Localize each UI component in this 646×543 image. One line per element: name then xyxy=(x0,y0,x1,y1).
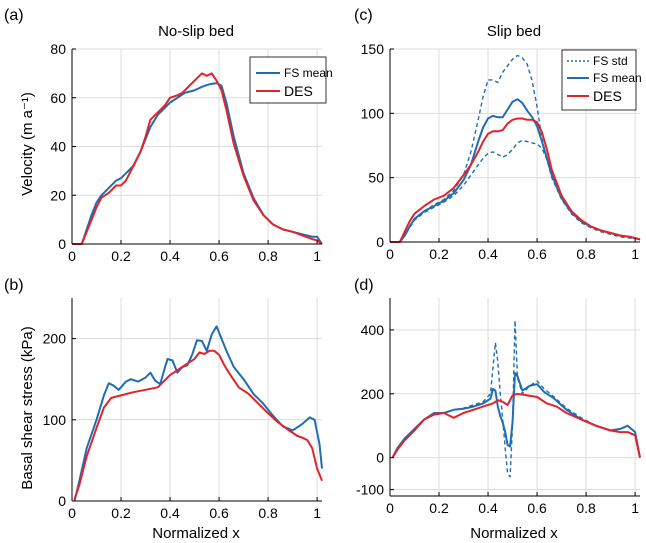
series-d-0-fs-std xyxy=(393,320,641,476)
xtick-label-d-4: 0.8 xyxy=(576,500,596,516)
xtick-label-a-2: 0.4 xyxy=(160,248,180,264)
panel-a-ylabel: Velocity (m a⁻¹) xyxy=(19,92,36,196)
series-b-1-des xyxy=(75,351,323,500)
legend-c: FS std FS mean DES xyxy=(562,50,642,110)
ytick-label-a-4: 80 xyxy=(50,41,66,57)
panel-a-title: No-slip bed xyxy=(158,23,234,40)
series-c-1-std-bound xyxy=(390,140,640,242)
legend-a: FS mean DES xyxy=(250,57,333,103)
xtick-label-c-2: 0.4 xyxy=(478,246,498,262)
panel-letter-a: (a) xyxy=(4,7,24,24)
xtick-label-a-4: 0.8 xyxy=(258,248,278,264)
ytick-label-b-2: 200 xyxy=(43,331,67,347)
legend-a-fs-label: FS mean xyxy=(284,66,333,80)
legend-c-std-label: FS std xyxy=(593,54,628,68)
xtick-label-a-1: 0.2 xyxy=(111,248,131,264)
panel-d-slip-stress: (d) Normalized x 0 0.2 0.4 0.6 0.8 1-10002004… xyxy=(354,277,640,542)
xtick-label-a-5: 1 xyxy=(313,248,321,264)
xtick-label-d-2: 0.4 xyxy=(478,500,498,516)
xtick-label-a-3: 0.6 xyxy=(209,248,229,264)
xtick-label-b-2: 0.4 xyxy=(160,505,180,521)
xtick-label-d-5: 1 xyxy=(631,500,639,516)
series-c-3-des xyxy=(390,119,640,243)
xtick-label-b-1: 0.2 xyxy=(111,505,131,521)
ytick-label-b-0: 0 xyxy=(58,493,66,509)
legend-a-des-label: DES xyxy=(284,83,313,99)
xtick-label-d-3: 0.6 xyxy=(527,500,547,516)
ytick-label-c-0: 0 xyxy=(376,234,384,250)
ytick-label-d-0: -100 xyxy=(356,482,384,498)
series-d-2-des xyxy=(393,394,641,458)
series-a-0-fs-mean xyxy=(72,83,322,244)
panel-d-xlabel: Normalized x xyxy=(470,525,558,542)
panel-a-no-slip-velocity: (a) No-slip bed Velocity (m a⁻¹) 0 0.2 0.4… xyxy=(4,7,333,264)
xtick-label-d-1: 0.2 xyxy=(429,500,449,516)
ytick-label-d-3: 400 xyxy=(361,322,385,338)
ytick-label-a-3: 60 xyxy=(50,90,66,106)
ytick-label-a-1: 20 xyxy=(50,187,66,203)
panel-letter-c: (c) xyxy=(354,7,373,24)
ytick-label-d-2: 200 xyxy=(361,386,385,402)
series-c-2-fs-mean xyxy=(390,99,640,242)
legend-c-des-label: DES xyxy=(593,88,622,104)
xtick-label-c-1: 0.2 xyxy=(429,246,449,262)
panel-letter-d: (d) xyxy=(354,277,374,294)
xtick-label-c-0: 0 xyxy=(386,246,394,262)
series-d-1-fs-mean xyxy=(393,373,641,458)
ytick-label-c-2: 100 xyxy=(361,105,385,121)
panel-b-xlabel: Normalized x xyxy=(152,525,240,542)
xtick-label-d-0: 0 xyxy=(386,500,394,516)
panel-c-slip-velocity: (c) Slip bed 0 0.2 0.4 0.6 0.8 1 0 50 100 150 FS … xyxy=(354,7,642,262)
ytick-label-a-2: 40 xyxy=(50,139,66,155)
panel-b-ylabel: Basal shear stress (kPa) xyxy=(19,326,36,489)
ytick-label-c-3: 150 xyxy=(361,41,385,57)
xtick-label-c-5: 1 xyxy=(631,246,639,262)
ytick-label-b-1: 100 xyxy=(43,412,67,428)
panel-letter-b: (b) xyxy=(4,277,24,294)
xtick-label-b-5: 1 xyxy=(313,505,321,521)
panel-b-no-slip-stress: (b) Basal shear stress (kPa) Normalized … xyxy=(4,277,322,542)
xtick-label-c-3: 0.6 xyxy=(527,246,547,262)
xtick-label-c-4: 0.8 xyxy=(576,246,596,262)
legend-c-fs-label: FS mean xyxy=(593,71,642,85)
xtick-label-b-3: 0.6 xyxy=(209,505,229,521)
xtick-label-b-4: 0.8 xyxy=(258,505,278,521)
xtick-label-a-0: 0 xyxy=(68,248,76,264)
ytick-label-c-1: 50 xyxy=(368,170,384,186)
ytick-label-d-1: 0 xyxy=(376,450,384,466)
panel-c-title: Slip bed xyxy=(487,23,541,40)
xtick-label-b-0: 0 xyxy=(68,505,76,521)
ytick-label-a-0: 0 xyxy=(58,236,66,252)
